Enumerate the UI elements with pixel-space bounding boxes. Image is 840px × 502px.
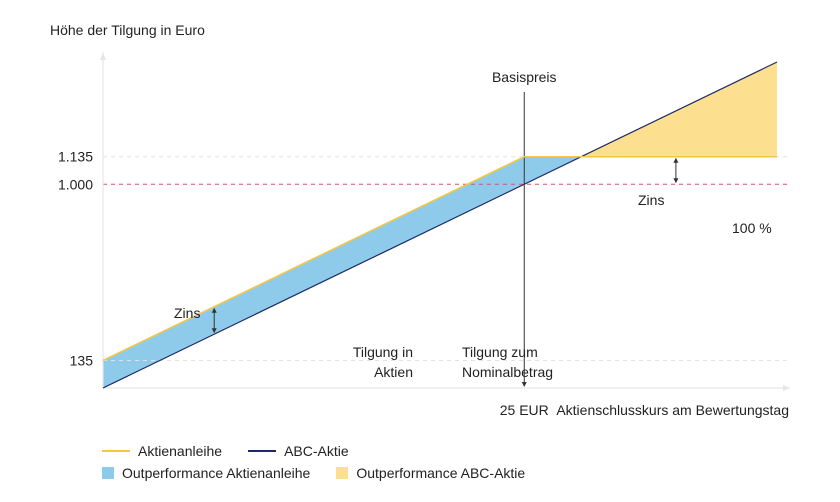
strike-arrow — [521, 382, 527, 387]
zins-arrow-left-head-top — [211, 307, 217, 313]
legend-swatch-outperformance-abc-aktie — [336, 467, 349, 479]
legend-label-outperformance-abc-aktie: Outperformance ABC-Aktie — [356, 465, 526, 481]
grid-layer — [103, 156, 790, 361]
zins-arrow-right-head-bottom — [673, 178, 679, 184]
legend-item-outperformance-aktienanleihe: Outperformance Aktienanleihe — [102, 465, 310, 481]
annotation-layer — [211, 157, 679, 334]
legend-swatch-abc-aktie — [248, 450, 277, 452]
legend-label-abc-aktie: ABC-Aktie — [284, 443, 349, 459]
x-axis-title: Aktienschlusskurs am Bewertungstag — [556, 402, 789, 418]
legend-label-outperformance-aktienanleihe: Outperformance Aktienanleihe — [122, 465, 311, 481]
legend-swatch-aktienanleihe — [102, 450, 130, 452]
y-axis-title: Höhe der Tilgung in Euro — [50, 22, 205, 38]
x-tick-label: 25 EUR — [500, 402, 549, 418]
legend-row-lines: Aktienanleihe ABC-Aktie — [102, 440, 551, 462]
series-line-aktienanleihe — [102, 155, 777, 362]
legend-item-abc-aktie: ABC-Aktie — [248, 443, 349, 459]
y-tick-label-1: 1.000 — [58, 176, 93, 192]
series-line-abc-aktie — [102, 61, 778, 389]
zins-arrow-right-head-top — [673, 157, 679, 163]
tilgung-aktien-line2: Aktien — [374, 364, 413, 380]
legend-item-outperformance-abc-aktie: Outperformance ABC-Aktie — [336, 465, 525, 481]
text-layer: Höhe der Tilgung in Euro 1.135 1.000 135 Bas… — [50, 22, 789, 418]
tilgung-nominal-line1: Tilgung zum — [462, 344, 538, 360]
x-axis-arrow — [783, 385, 790, 391]
legend-label-aktienanleihe: Aktienanleihe — [138, 443, 223, 459]
strike-label: Basispreis — [492, 69, 557, 85]
legend: Aktienanleihe ABC-Aktie Outperformance A… — [102, 440, 551, 484]
zins-label-left: Zins — [174, 305, 200, 321]
zins-arrow-left-head-bottom — [211, 328, 217, 334]
y-axis-arrow — [100, 52, 106, 60]
legend-row-areas: Outperformance Aktienanleihe Outperforma… — [102, 462, 551, 484]
tilgung-aktien-line1: Tilgung in — [353, 344, 413, 360]
lines-layer — [102, 61, 778, 389]
legend-swatch-outperformance-aktienanleihe — [102, 467, 114, 479]
tilgung-nominal-line2: Nominalbetrag — [462, 364, 553, 380]
axes-layer — [100, 52, 790, 391]
reference-line-label: 100 % — [732, 220, 772, 236]
y-tick-label-0: 1.135 — [58, 149, 93, 165]
y-tick-label-2: 135 — [70, 352, 94, 368]
chart: Höhe der Tilgung in Euro 1.135 1.000 135 Bas… — [50, 22, 790, 418]
zins-label-right: Zins — [638, 192, 664, 208]
legend-item-aktienanleihe: Aktienanleihe — [102, 443, 222, 459]
